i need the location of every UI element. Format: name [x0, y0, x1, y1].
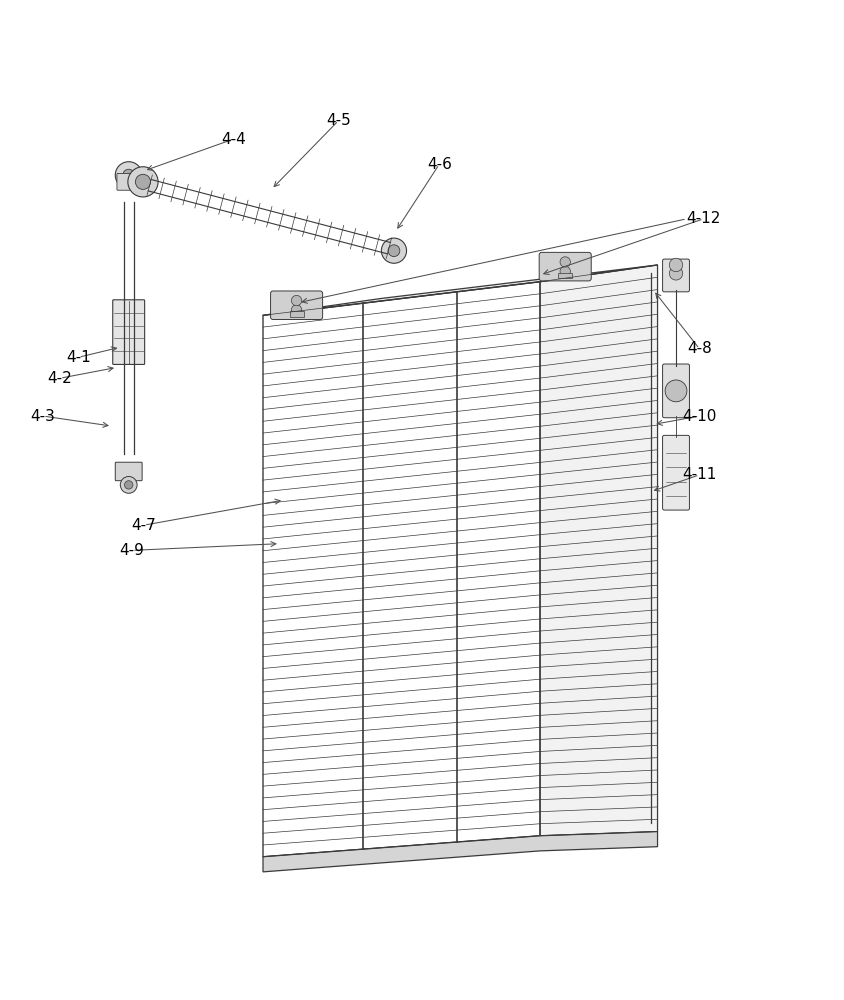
Text: 4-2: 4-2 — [47, 371, 72, 386]
Polygon shape — [539, 265, 657, 836]
Circle shape — [668, 267, 682, 280]
Circle shape — [120, 476, 137, 493]
Polygon shape — [262, 265, 657, 315]
Text: 4-7: 4-7 — [132, 518, 156, 533]
Text: 4-8: 4-8 — [686, 341, 711, 356]
Circle shape — [291, 295, 301, 306]
FancyBboxPatch shape — [662, 364, 689, 418]
Circle shape — [560, 266, 570, 277]
Circle shape — [127, 167, 158, 197]
Text: 4-4: 4-4 — [221, 132, 246, 147]
Circle shape — [135, 174, 150, 189]
FancyBboxPatch shape — [538, 252, 591, 281]
Text: 4-12: 4-12 — [685, 211, 720, 226]
Circle shape — [560, 257, 570, 267]
Circle shape — [124, 481, 133, 489]
Text: 4-1: 4-1 — [66, 350, 90, 365]
FancyBboxPatch shape — [116, 173, 140, 190]
Polygon shape — [262, 832, 657, 872]
Circle shape — [387, 245, 399, 257]
Circle shape — [122, 169, 134, 181]
Text: 4-6: 4-6 — [426, 157, 452, 172]
Text: 4-10: 4-10 — [681, 409, 716, 424]
FancyBboxPatch shape — [662, 259, 689, 292]
Circle shape — [668, 258, 682, 272]
Circle shape — [115, 162, 142, 189]
FancyBboxPatch shape — [115, 462, 142, 481]
FancyBboxPatch shape — [662, 435, 689, 510]
Circle shape — [664, 380, 686, 402]
Text: 4-11: 4-11 — [681, 467, 716, 482]
Circle shape — [381, 238, 406, 263]
FancyBboxPatch shape — [112, 300, 144, 364]
Bar — [289, 311, 303, 317]
Text: 4-3: 4-3 — [30, 409, 56, 424]
Text: 4-5: 4-5 — [326, 113, 350, 128]
Text: 4-9: 4-9 — [120, 543, 144, 558]
FancyBboxPatch shape — [270, 291, 322, 320]
Circle shape — [291, 305, 301, 315]
Bar — [558, 273, 571, 278]
